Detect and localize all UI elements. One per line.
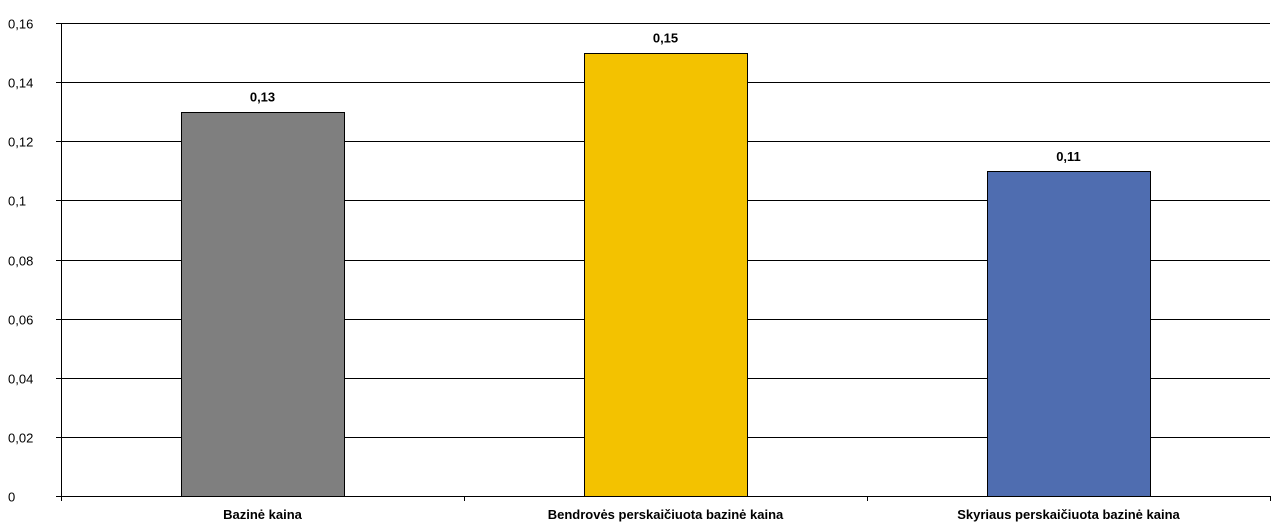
data-labels: 0,13 0,15 0,11 xyxy=(250,31,1081,164)
x-category-label: Skyriaus perskaičiuota bazinė kaina xyxy=(957,507,1180,522)
y-tick-label: 0,12 xyxy=(8,135,33,150)
y-tick-label: 0 xyxy=(8,490,15,505)
y-tick-label: 0,16 xyxy=(8,17,33,32)
bar xyxy=(584,53,748,497)
x-category-label: Bazinė kaina xyxy=(223,507,303,522)
y-tick-label: 0,04 xyxy=(8,372,33,387)
bars xyxy=(181,53,1151,497)
x-axis-labels: Bazinė kaina Bendrovės perskaičiuota bazi… xyxy=(223,507,1180,522)
data-label: 0,15 xyxy=(653,31,678,46)
y-tick-label: 0,06 xyxy=(8,313,33,328)
y-tick-label: 0,08 xyxy=(8,254,33,269)
data-label: 0,11 xyxy=(1056,149,1081,164)
y-axis-ticks: 0 0,02 0,04 0,06 0,08 0,1 0,12 0,14 0,16 xyxy=(8,17,61,505)
y-tick-label: 0,02 xyxy=(8,431,33,446)
bar xyxy=(181,112,345,497)
y-tick-label: 0,1 xyxy=(8,194,26,209)
bar xyxy=(987,171,1151,497)
y-tick-label: 0,14 xyxy=(8,76,33,91)
x-category-label: Bendrovės perskaičiuota bazinė kaina xyxy=(548,507,784,522)
x-axis-ticks xyxy=(61,496,1271,501)
data-label: 0,13 xyxy=(250,90,275,105)
